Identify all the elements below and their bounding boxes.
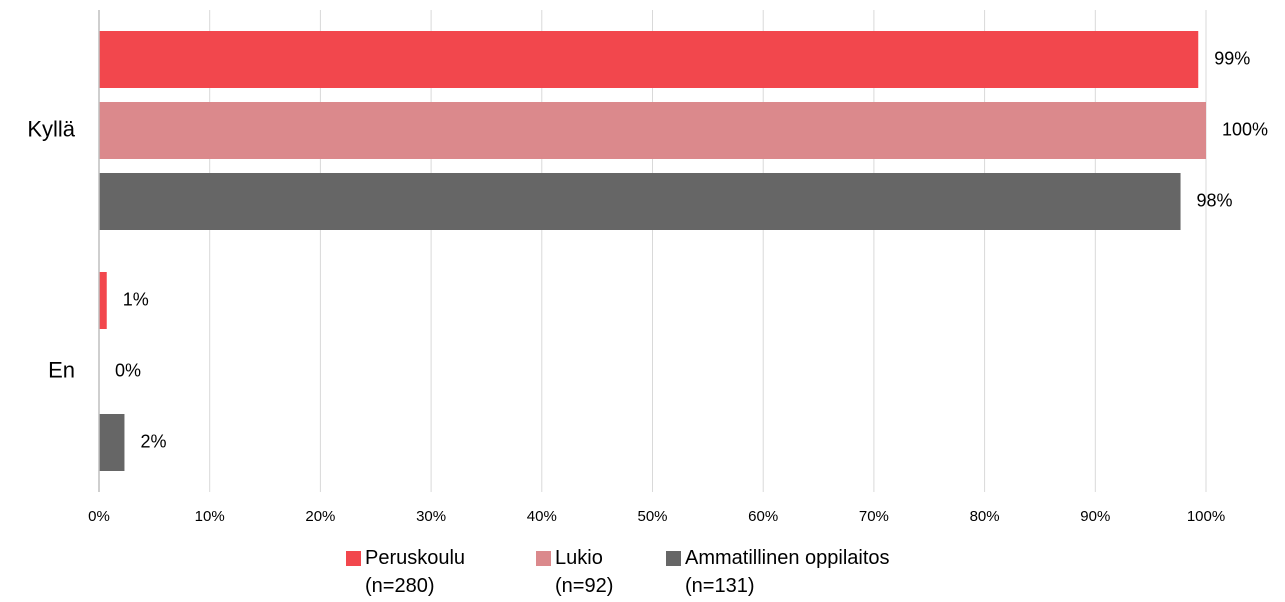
value-label: 98%: [1197, 190, 1233, 210]
x-tick-label: 80%: [970, 508, 1000, 525]
bar: [99, 31, 1199, 88]
x-tick-label: 20%: [305, 508, 335, 525]
x-tick-label: 50%: [637, 508, 667, 525]
x-tick-label: 30%: [416, 508, 446, 525]
legend-label: Ammatillinen oppilaitos (n=131): [685, 547, 890, 597]
legend-label: Peruskoulu (n=280): [365, 547, 466, 597]
bar: [99, 102, 1206, 159]
legend-swatch: [346, 551, 361, 566]
category-label: Kyllä: [27, 116, 75, 141]
value-label: 0%: [115, 360, 141, 380]
bar: [99, 414, 125, 471]
bar: [99, 173, 1181, 230]
x-tick-label: 0%: [88, 508, 110, 525]
value-label: 99%: [1214, 48, 1250, 68]
x-tick-label: 40%: [527, 508, 557, 525]
category-label: En: [48, 357, 75, 382]
value-label: 2%: [140, 431, 166, 451]
x-tick-label: 100%: [1187, 508, 1225, 525]
legend-swatch: [536, 551, 551, 566]
value-label: 1%: [123, 289, 149, 309]
chart: 0% 10% 20% 30% 40% 50% 60% 70% 80% 90% 100% Kyllä 99…: [27, 10, 1268, 525]
x-tick-label: 60%: [748, 508, 778, 525]
legend-swatch: [666, 551, 681, 566]
x-tick-label: 90%: [1080, 508, 1110, 525]
x-tick-label: 10%: [195, 508, 225, 525]
value-label: 100%: [1222, 119, 1268, 139]
bar: [99, 272, 107, 329]
x-tick-label: 70%: [859, 508, 889, 525]
legend-item: Peruskoulu (n=280): [346, 544, 465, 600]
legend-item: Lukio (n=92): [536, 544, 613, 600]
legend-item: Ammatillinen oppilaitos (n=131): [666, 544, 890, 600]
legend-label: Lukio (n=92): [555, 547, 614, 597]
